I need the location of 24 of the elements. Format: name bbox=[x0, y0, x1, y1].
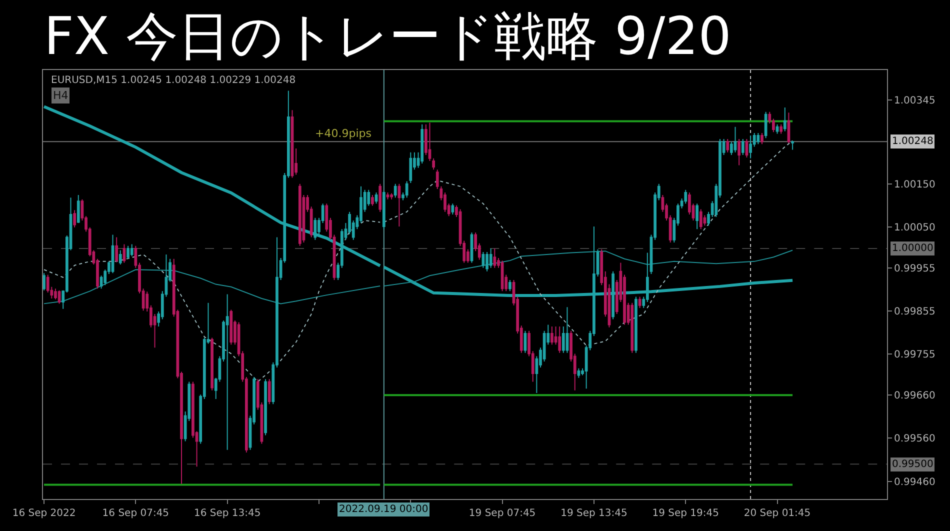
y-tick-label: 0.99460 bbox=[894, 476, 936, 488]
x-tick-label: 20 Sep 01:45 bbox=[744, 508, 811, 519]
x-tick-label: 19 Sep 13:45 bbox=[560, 508, 628, 519]
text: EURUSD,M15 1.00245 1.00248 1.00229 1.00248 bbox=[51, 75, 296, 86]
annotation: +40.9pips bbox=[315, 127, 372, 140]
ref-line-label: 0.99500 bbox=[892, 459, 934, 470]
x-tick-label: 16 Sep 07:45 bbox=[102, 508, 170, 519]
y-tick-label: 1.00345 bbox=[894, 95, 936, 106]
x-tick-label: 16 Sep 13:45 bbox=[194, 508, 261, 519]
y-tick-label: 0.99955 bbox=[894, 263, 936, 274]
ref-line-label: 1.00248 bbox=[892, 136, 934, 147]
y-tick-label: 1.00150 bbox=[894, 179, 936, 190]
x-tick-label: 19 Sep 07:45 bbox=[468, 508, 536, 519]
y-tick-label: 0.99660 bbox=[894, 390, 936, 402]
ref-line-label: 1.00000 bbox=[892, 243, 934, 254]
y-tick-label: 0.99855 bbox=[894, 306, 936, 318]
ref-line-label: 2022.09.19 00:00 bbox=[339, 504, 428, 515]
chart-title: FX 今日のトレード戦略 9/20 bbox=[44, 7, 732, 68]
y-tick-label: 0.99560 bbox=[894, 434, 936, 445]
x-tick-label: 16 Sep 2022 bbox=[12, 508, 76, 519]
x-tick-label: 19 Sep 19:45 bbox=[652, 508, 719, 519]
annotation: H4 bbox=[53, 89, 68, 102]
y-tick-label: 1.00050 bbox=[894, 222, 936, 234]
y-tick-label: 0.99755 bbox=[894, 350, 936, 361]
